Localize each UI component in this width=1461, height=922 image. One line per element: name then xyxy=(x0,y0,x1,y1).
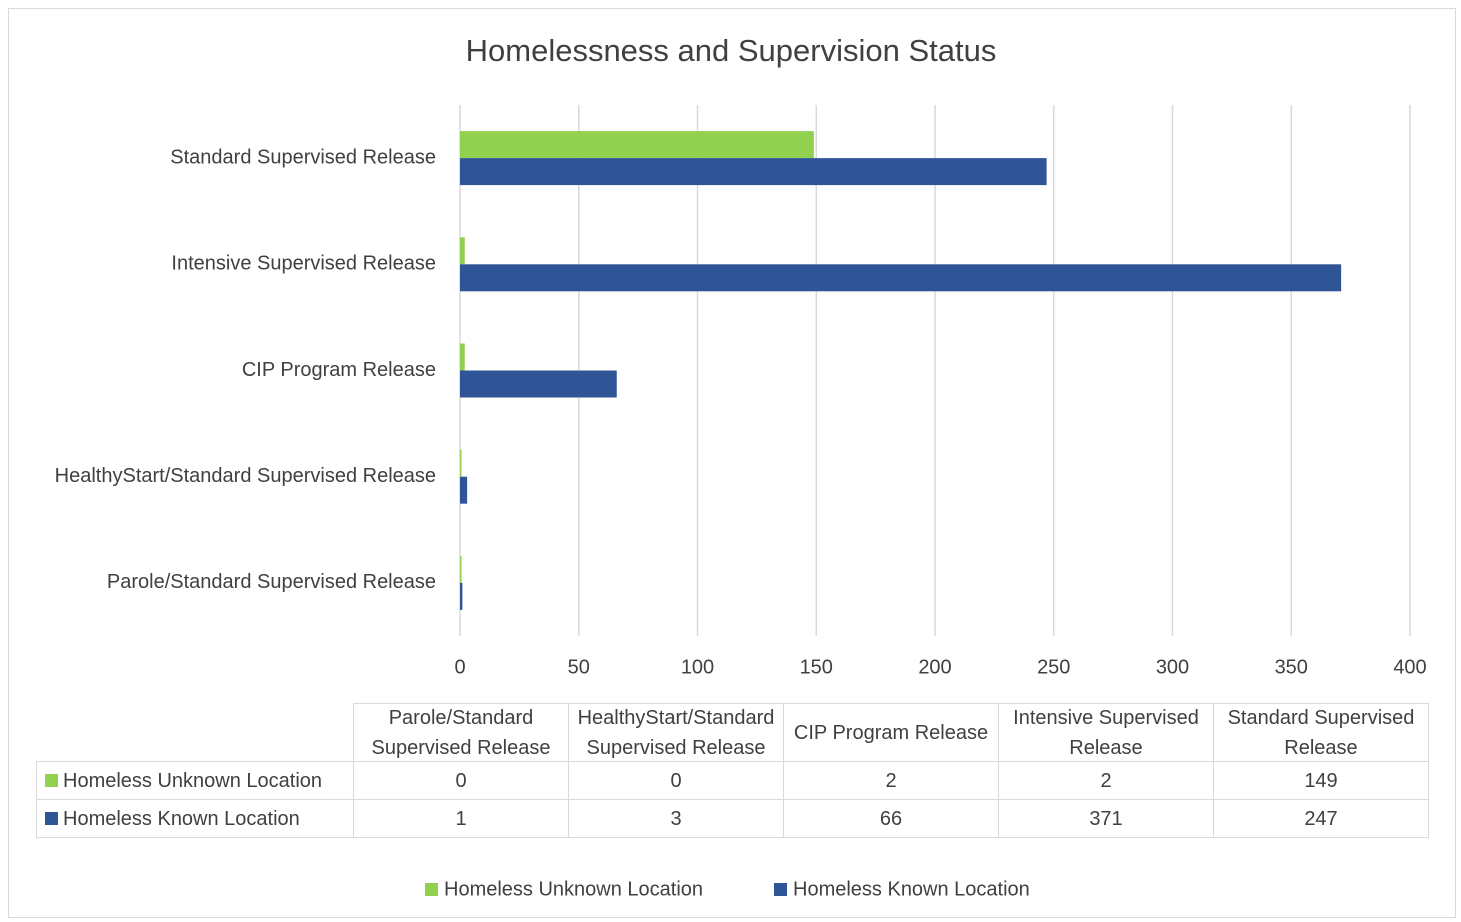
x-tick-label: 300 xyxy=(1156,656,1189,678)
bar xyxy=(460,555,462,583)
table-cell: 2 xyxy=(998,761,1214,800)
legend-swatch xyxy=(45,812,58,825)
table-header-cell: CIP Program Release xyxy=(783,703,999,762)
y-tick-label: Intensive Supervised Release xyxy=(171,253,436,275)
x-tick-label: 0 xyxy=(454,656,465,678)
y-tick-label: HealthyStart/Standard Supervised Release xyxy=(55,465,436,487)
x-tick-label: 100 xyxy=(681,656,714,678)
bar xyxy=(460,237,465,265)
bar xyxy=(460,476,468,504)
legend-label: Homeless Known Location xyxy=(793,878,1030,900)
x-tick-label: 250 xyxy=(1037,656,1070,678)
x-tick-label: 200 xyxy=(918,656,951,678)
table-cell: 247 xyxy=(1213,799,1429,838)
table-cell: 3 xyxy=(568,799,784,838)
table-cell: 1 xyxy=(353,799,569,838)
series-name: Homeless Unknown Location xyxy=(63,769,323,792)
bar xyxy=(460,158,1047,186)
chart-title: Homelessness and Supervision Status xyxy=(466,33,997,68)
y-tick-label: Parole/Standard Supervised Release xyxy=(107,571,436,593)
table-header-cell: Intensive Supervised Release xyxy=(998,703,1214,762)
table-header-cell: Parole/Standard Supervised Release xyxy=(353,703,569,762)
table-cell: 371 xyxy=(998,799,1214,838)
y-tick-label: Standard Supervised Release xyxy=(170,146,436,168)
x-tick-label: 350 xyxy=(1275,656,1308,678)
table-cell: 2 xyxy=(783,761,999,800)
table-cell: 149 xyxy=(1213,761,1429,800)
bar xyxy=(460,343,465,371)
y-tick-label: CIP Program Release xyxy=(242,359,436,381)
table-row-header: Homeless Unknown Location xyxy=(36,761,354,800)
table-cell: 0 xyxy=(353,761,569,800)
bar xyxy=(460,449,462,477)
legend-swatch xyxy=(774,883,787,896)
series-name: Homeless Known Location xyxy=(63,807,300,830)
table-row-header: Homeless Known Location xyxy=(36,799,354,838)
chart-border xyxy=(8,8,1456,918)
legend-swatch xyxy=(425,883,438,896)
bar xyxy=(460,370,617,398)
x-tick-label: 400 xyxy=(1393,656,1426,678)
table-cell: 0 xyxy=(568,761,784,800)
table-header-cell: Standard Supervised Release xyxy=(1213,703,1429,762)
table-cell: 66 xyxy=(783,799,999,838)
legend-swatch xyxy=(45,774,58,787)
x-tick-label: 50 xyxy=(568,656,590,678)
bar xyxy=(460,582,463,610)
bar xyxy=(460,264,1342,292)
x-tick-label: 150 xyxy=(800,656,833,678)
table-header-cell: HealthyStart/Standard Supervised Release xyxy=(568,703,784,762)
bar xyxy=(460,131,814,159)
legend-label: Homeless Unknown Location xyxy=(444,878,703,900)
